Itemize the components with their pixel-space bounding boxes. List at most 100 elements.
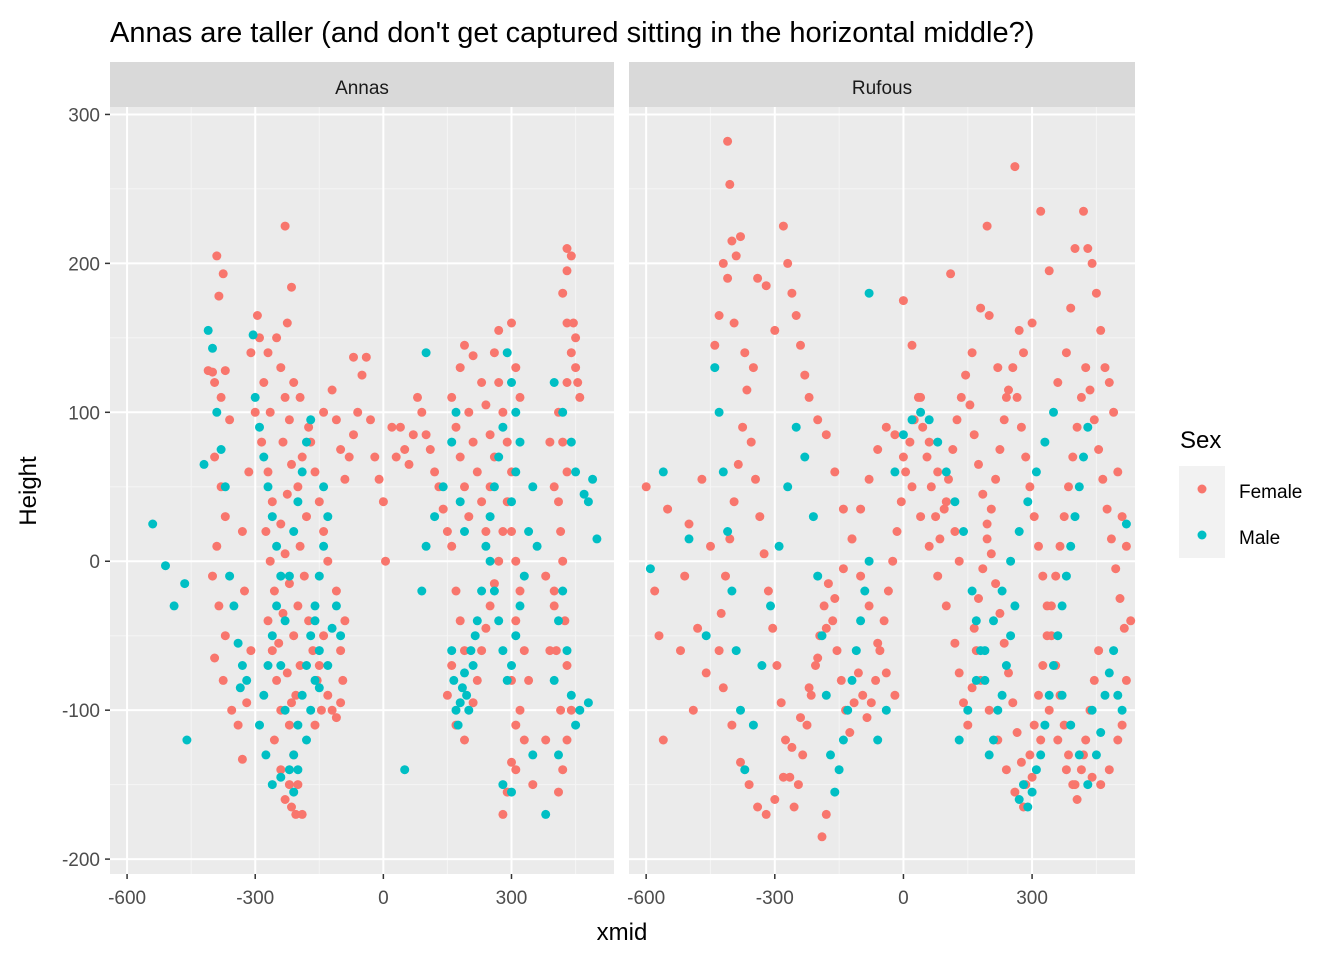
data-point-female	[721, 571, 730, 581]
y-tick-label: -200	[62, 850, 100, 871]
data-point-female	[796, 340, 805, 350]
data-point-male	[169, 601, 179, 611]
data-point-female	[744, 780, 754, 790]
data-point-female	[447, 661, 457, 670]
data-point-female	[770, 795, 780, 804]
data-point-female	[244, 467, 254, 477]
data-point-female	[731, 251, 741, 261]
data-point-male	[293, 765, 303, 775]
panel-background	[629, 107, 1135, 874]
data-point-female	[1096, 325, 1106, 335]
data-point-male	[306, 415, 316, 425]
data-point-male	[856, 616, 866, 626]
data-point-female	[280, 549, 290, 559]
data-point-male	[562, 646, 572, 656]
data-point-female	[770, 325, 780, 335]
data-point-female	[575, 392, 585, 402]
data-point-female	[1029, 720, 1039, 730]
data-point-female	[417, 407, 427, 417]
data-point-female	[252, 311, 262, 320]
data-point-female	[913, 392, 923, 402]
data-point-female	[511, 765, 521, 775]
data-point-male	[447, 437, 457, 447]
data-point-female	[460, 482, 469, 492]
data-point-female	[796, 713, 805, 723]
data-point-female	[1016, 757, 1026, 767]
data-point-female	[918, 422, 928, 432]
data-point-female	[862, 713, 872, 723]
data-point-female	[498, 527, 508, 536]
data-point-male	[723, 527, 733, 536]
data-point-female	[838, 564, 848, 574]
data-point-male	[498, 780, 508, 790]
data-point-female	[212, 251, 222, 261]
data-point-female	[302, 512, 311, 522]
data-point-female	[272, 675, 282, 685]
data-point-female	[361, 352, 371, 362]
data-point-female	[319, 407, 329, 417]
data-point-male	[1113, 690, 1123, 700]
data-point-male	[993, 705, 1003, 715]
data-point-female	[468, 351, 478, 361]
data-point-male	[864, 288, 874, 298]
data-point-female	[1121, 541, 1131, 551]
data-point-female	[684, 519, 694, 529]
data-point-female	[395, 422, 405, 432]
data-point-male	[306, 705, 316, 715]
data-point-male	[731, 646, 741, 656]
data-point-female	[284, 720, 294, 730]
data-point-female	[549, 586, 559, 596]
data-point-male	[1066, 720, 1076, 730]
data-point-female	[961, 370, 971, 380]
data-point-male	[310, 675, 320, 685]
data-point-female	[941, 497, 951, 507]
data-point-male	[466, 646, 476, 656]
data-point-male	[502, 675, 512, 685]
data-point-female	[366, 415, 375, 425]
data-point-male	[453, 720, 463, 730]
data-point-male	[507, 661, 516, 670]
data-point-female	[1008, 363, 1018, 373]
data-point-female	[954, 556, 964, 566]
data-point-male	[319, 482, 329, 492]
data-point-female	[304, 616, 314, 626]
data-point-female	[1027, 318, 1037, 328]
data-point-female	[297, 452, 307, 462]
data-point-male	[941, 467, 951, 477]
data-point-female	[738, 422, 748, 432]
x-tick-label: 300	[1016, 888, 1048, 909]
data-point-female	[284, 415, 294, 425]
data-point-female	[733, 459, 743, 469]
data-point-male	[984, 750, 994, 760]
data-point-female	[220, 631, 230, 641]
data-point-female	[276, 765, 286, 775]
data-point-male	[515, 601, 525, 611]
data-point-female	[804, 683, 814, 693]
data-point-female	[225, 415, 235, 425]
data-point-male	[468, 661, 478, 670]
data-point-female	[208, 571, 217, 581]
data-point-female	[1083, 244, 1093, 253]
data-point-male	[1040, 437, 1050, 447]
data-point-male	[259, 452, 269, 462]
data-point-female	[727, 236, 737, 246]
data-point-female	[357, 370, 367, 380]
data-point-female	[287, 459, 296, 469]
data-point-female	[310, 467, 320, 477]
data-point-female	[785, 772, 795, 782]
data-point-female	[888, 556, 898, 566]
data-point-female	[781, 735, 790, 745]
data-point-female	[1055, 541, 1065, 551]
data-point-female	[1034, 690, 1043, 700]
data-point-male	[658, 467, 668, 477]
data-point-female	[1115, 594, 1125, 603]
data-point-female	[336, 445, 346, 454]
data-point-female	[562, 735, 572, 745]
data-point-female	[1038, 661, 1048, 670]
data-point-male	[400, 765, 410, 775]
data-point-female	[896, 497, 906, 507]
data-point-male	[1031, 467, 1041, 477]
data-point-female	[349, 352, 358, 362]
data-point-female	[879, 616, 889, 626]
data-point-male	[460, 668, 469, 678]
